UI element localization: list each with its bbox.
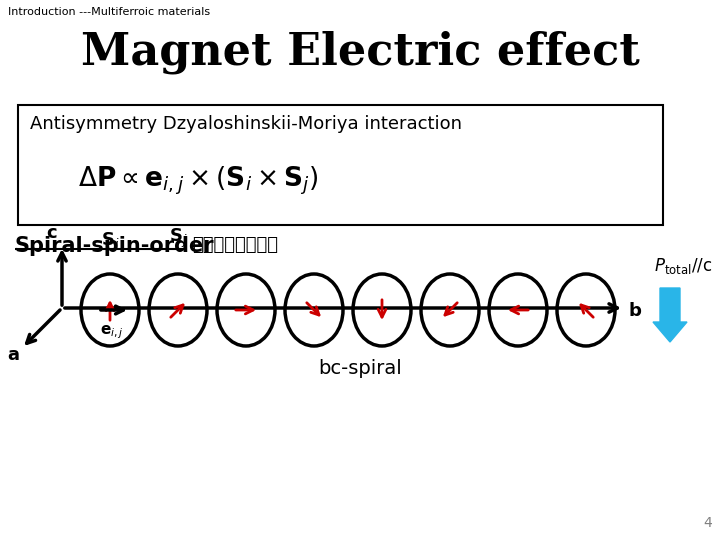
Ellipse shape [149, 274, 207, 346]
Ellipse shape [421, 274, 479, 346]
Ellipse shape [353, 274, 411, 346]
Text: $\mathbf{S}_j$: $\mathbf{S}_j$ [168, 227, 187, 250]
Ellipse shape [81, 274, 139, 346]
Ellipse shape [217, 274, 275, 346]
Text: $\Delta\mathbf{P} \propto \mathbf{e}_{i,j} \times (\mathbf{S}_i \times \mathbf{S: $\Delta\mathbf{P} \propto \mathbf{e}_{i,… [78, 165, 318, 197]
Text: a: a [7, 346, 19, 364]
Ellipse shape [557, 274, 615, 346]
Text: b: b [629, 302, 642, 320]
Text: c: c [46, 224, 57, 242]
Text: Spiral-spin-order: Spiral-spin-order [15, 236, 215, 256]
Text: らせんスピン磁性: らせんスピン磁性 [192, 236, 278, 254]
FancyArrow shape [653, 288, 687, 342]
Text: $\mathbf{e}_{i,j}$: $\mathbf{e}_{i,j}$ [100, 323, 124, 341]
Text: $\mathbf{S}_i$: $\mathbf{S}_i$ [101, 230, 120, 250]
Text: Introduction ---Multiferroic materials: Introduction ---Multiferroic materials [8, 7, 210, 17]
Text: bc-spiral: bc-spiral [318, 359, 402, 377]
Bar [18, 105, 663, 225]
Text: Antisymmetry Dzyaloshinskii-Moriya interaction: Antisymmetry Dzyaloshinskii-Moriya inter… [30, 115, 462, 133]
Text: 4: 4 [703, 516, 712, 530]
Text: Magnet Electric effect: Magnet Electric effect [81, 30, 639, 73]
Text: $P_{\mathrm{total}}$//c: $P_{\mathrm{total}}$//c [654, 256, 712, 276]
Ellipse shape [285, 274, 343, 346]
Ellipse shape [489, 274, 547, 346]
